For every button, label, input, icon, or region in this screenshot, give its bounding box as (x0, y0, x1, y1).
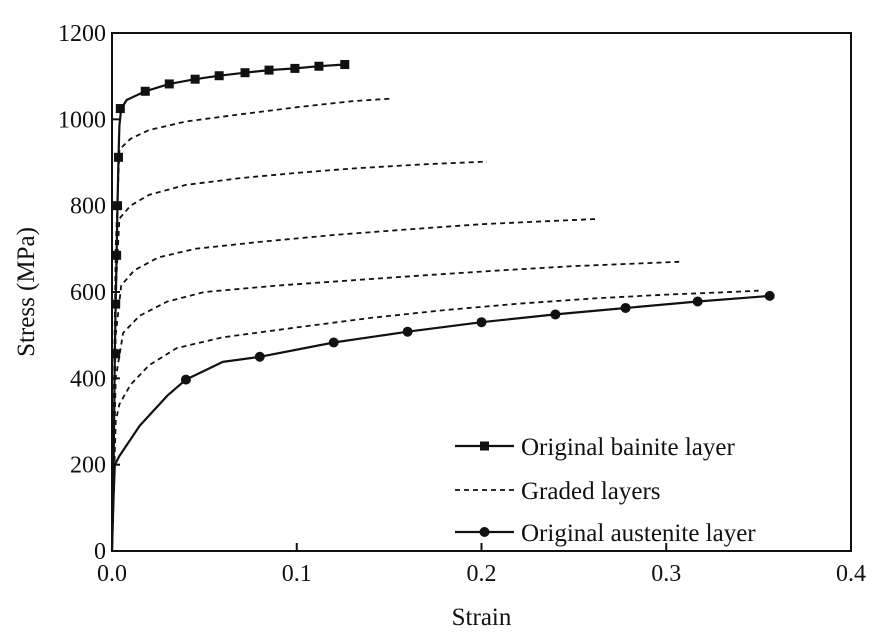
series-line (111, 289, 759, 552)
data-point-circle (620, 302, 631, 313)
data-point-circle (328, 337, 339, 348)
data-point-circle (550, 309, 561, 320)
data-point-square (115, 104, 125, 114)
data-point-circle (254, 351, 265, 362)
series-line (110, 294, 770, 552)
data-point-square (112, 250, 122, 260)
x-tick-label: 0.4 (836, 561, 866, 587)
axes-layer: 0.0 0.1 0.2 0.3 0.4 0 200 400 600 800 1000 1200 (58, 21, 866, 587)
x-tick-label: 0.1 (282, 561, 312, 587)
y-tick-label: 1000 (58, 107, 106, 133)
data-point-circle (180, 374, 191, 385)
data-point-circle (692, 296, 703, 307)
x-tick-label: 0.3 (651, 561, 681, 587)
y-tick-label: 1200 (58, 21, 106, 47)
legend-label-austenite: Original austenite layer (521, 520, 756, 547)
legend-entry-bainite: Original bainite layer (455, 434, 735, 461)
data-point-square (314, 61, 324, 71)
x-tick-label: 0.0 (97, 561, 127, 587)
y-tick-label: 0 (94, 539, 106, 565)
data-point-square (111, 349, 121, 359)
x-tick-label: 0.2 (467, 561, 497, 587)
series-line (110, 63, 345, 552)
series-layer (110, 60, 775, 552)
data-point-circle (476, 317, 487, 328)
series-line (111, 160, 488, 552)
y-tick-label: 200 (70, 453, 106, 479)
x-axis-title: Strain (452, 604, 512, 631)
data-point-square (214, 71, 224, 81)
legend: Original bainite layer Graded layers Ori… (455, 434, 756, 547)
data-point-square (340, 60, 350, 70)
y-axis-title: Stress (MPa) (13, 227, 40, 357)
data-point-circle (402, 326, 413, 337)
data-point-square (140, 86, 150, 96)
legend-label-graded: Graded layers (521, 478, 661, 505)
data-point-square (113, 152, 123, 162)
y-tick-label: 800 (70, 194, 106, 220)
data-point-square (290, 63, 300, 73)
data-point-circle (764, 290, 775, 301)
legend-entry-austenite: Original austenite layer (455, 520, 756, 547)
legend-entry-graded: Graded layers (455, 478, 661, 505)
data-point-square (240, 68, 250, 78)
series-line (111, 260, 680, 552)
legend-label-bainite: Original bainite layer (521, 434, 735, 461)
y-tick-label: 400 (70, 366, 106, 392)
series-line (111, 218, 597, 552)
data-point-square (164, 79, 174, 89)
legend-square-marker (480, 441, 489, 451)
data-point-square (264, 65, 274, 75)
y-tick-label: 600 (70, 280, 106, 306)
data-point-square (190, 74, 200, 84)
series-line (111, 97, 392, 552)
legend-circle-marker (479, 527, 490, 537)
